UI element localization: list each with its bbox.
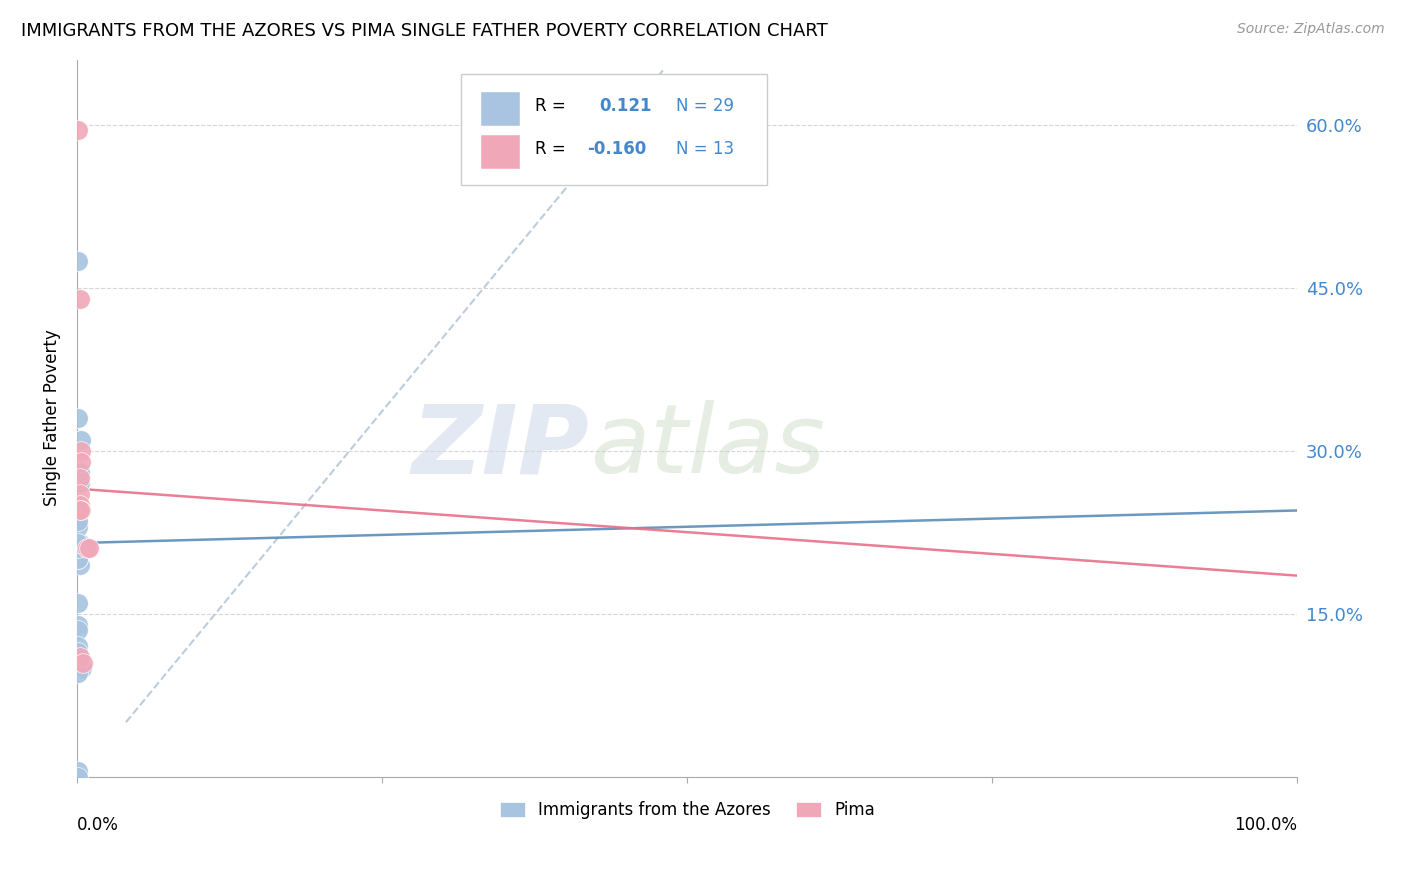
Point	[67, 623, 90, 637]
Point	[69, 503, 91, 517]
Text: 100.0%: 100.0%	[1234, 816, 1298, 834]
Point	[69, 536, 91, 550]
Point	[69, 498, 91, 512]
Text: atlas: atlas	[589, 401, 825, 493]
Point	[67, 552, 90, 566]
Y-axis label: Single Father Poverty: Single Father Poverty	[44, 330, 60, 507]
Point	[76, 541, 98, 556]
Text: 0.0%: 0.0%	[77, 816, 120, 834]
Point	[67, 645, 90, 659]
Point	[69, 476, 91, 491]
Point	[69, 292, 91, 306]
Point	[67, 514, 90, 528]
Text: R =: R =	[534, 140, 565, 158]
Text: R =: R =	[534, 97, 565, 115]
Legend: Immigrants from the Azores, Pima: Immigrants from the Azores, Pima	[494, 794, 882, 826]
Point	[79, 541, 101, 556]
Point	[67, 640, 90, 654]
Point	[67, 536, 90, 550]
Text: N = 29: N = 29	[676, 97, 734, 115]
Text: -0.160: -0.160	[588, 140, 647, 158]
Point	[69, 466, 91, 480]
Point	[67, 656, 90, 670]
FancyBboxPatch shape	[481, 93, 520, 126]
Point	[69, 503, 91, 517]
Point	[69, 503, 91, 517]
Point	[69, 443, 91, 458]
Point	[67, 596, 90, 610]
Point	[72, 656, 94, 670]
Point	[69, 503, 91, 517]
Point	[69, 487, 91, 501]
Point	[69, 471, 91, 485]
Point	[67, 253, 90, 268]
Text: Source: ZipAtlas.com: Source: ZipAtlas.com	[1237, 22, 1385, 37]
Text: 0.121: 0.121	[599, 97, 652, 115]
Point	[67, 617, 90, 632]
FancyBboxPatch shape	[461, 74, 766, 185]
Point	[69, 650, 91, 665]
Point	[67, 666, 90, 681]
Point	[70, 661, 93, 675]
Point	[67, 123, 90, 137]
Point	[67, 536, 90, 550]
Point	[67, 552, 90, 566]
Point	[67, 547, 90, 561]
Point	[67, 411, 90, 425]
Point	[67, 520, 90, 534]
Point	[67, 764, 90, 779]
Point	[69, 433, 91, 447]
Text: IMMIGRANTS FROM THE AZORES VS PIMA SINGLE FATHER POVERTY CORRELATION CHART: IMMIGRANTS FROM THE AZORES VS PIMA SINGL…	[21, 22, 828, 40]
Point	[69, 558, 91, 572]
Text: N = 13: N = 13	[676, 140, 734, 158]
Point	[67, 770, 90, 784]
Point	[67, 536, 90, 550]
Point	[67, 541, 90, 556]
FancyBboxPatch shape	[481, 136, 520, 169]
Text: ZIP: ZIP	[412, 401, 589, 493]
Point	[67, 650, 90, 665]
Point	[69, 454, 91, 468]
